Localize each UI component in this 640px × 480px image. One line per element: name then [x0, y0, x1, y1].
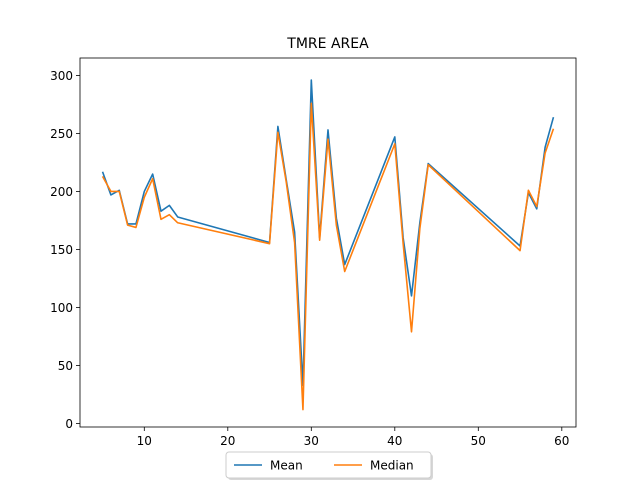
legend-label-median: Median	[370, 459, 414, 473]
axes-frame	[79, 57, 577, 428]
y-tick-label: 0	[65, 417, 73, 431]
legend-box	[225, 451, 432, 479]
x-tick-label: 10	[137, 434, 152, 448]
y-tick-label: 250	[50, 127, 73, 141]
series-line-median	[101, 102, 555, 411]
x-tick-label: 30	[304, 434, 319, 448]
x-tick-label: 50	[471, 434, 486, 448]
y-tick-label: 100	[50, 301, 73, 315]
x-tick-label: 20	[220, 434, 235, 448]
y-tick-label: 50	[58, 359, 73, 373]
axes: 10 20 30 40 50 60 0 50 100 150 200 250 300	[50, 57, 577, 448]
y-tick-label: 300	[50, 69, 73, 83]
legend: Mean Median	[225, 451, 433, 480]
y-tick-label: 200	[50, 185, 73, 199]
plot-area	[101, 79, 555, 411]
x-tick-label: 60	[554, 434, 569, 448]
x-tick-label: 40	[387, 434, 402, 448]
series-line-mean	[101, 79, 555, 387]
legend-label-mean: Mean	[270, 459, 303, 473]
y-tick-label: 150	[50, 243, 73, 257]
chart-title: TMRE AREA	[286, 36, 369, 52]
